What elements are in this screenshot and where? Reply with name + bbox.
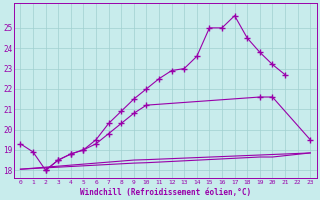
X-axis label: Windchill (Refroidissement éolien,°C): Windchill (Refroidissement éolien,°C)	[80, 188, 251, 197]
